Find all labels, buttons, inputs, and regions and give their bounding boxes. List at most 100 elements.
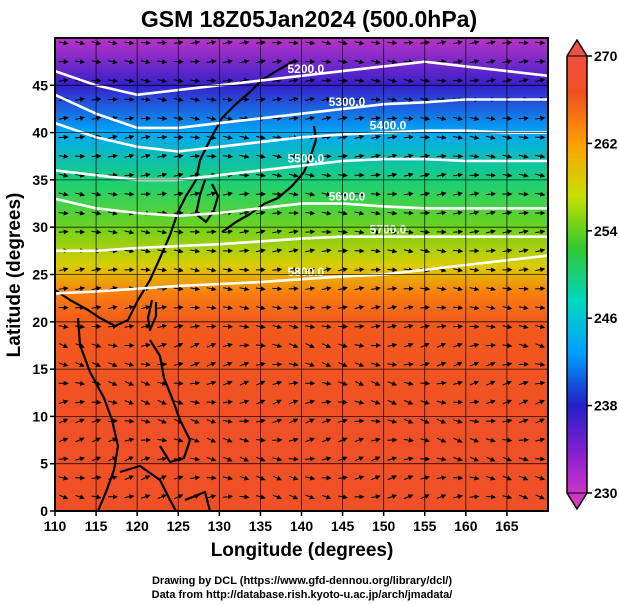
wind-vector [535, 305, 546, 311]
wind-vector [436, 40, 447, 46]
wind-vector [75, 343, 85, 348]
wind-vector [387, 286, 398, 292]
wind-vector [190, 267, 201, 273]
wind-vector [321, 305, 332, 311]
x-tick-label: 120 [125, 518, 149, 534]
wind-vector [305, 267, 316, 273]
wind-vector [124, 78, 135, 84]
wind-vector [206, 134, 217, 140]
wind-vector [239, 248, 250, 254]
wind-vector [321, 456, 332, 462]
wind-vector [469, 78, 480, 84]
wind-vector [321, 59, 332, 65]
wind-vector [75, 494, 85, 500]
wind-vector [206, 380, 217, 386]
wind-vector [288, 380, 299, 386]
wind-vector [535, 361, 546, 367]
wind-vector [140, 40, 151, 46]
wind-vector [272, 305, 283, 311]
wind-vector [354, 437, 365, 443]
wind-vector [518, 343, 529, 348]
wind-vector [321, 210, 332, 216]
wind-vector [485, 153, 496, 159]
wind-vector [206, 437, 217, 443]
wind-vector [239, 437, 250, 443]
wind-vector [58, 78, 69, 83]
wind-vector [223, 437, 233, 443]
wind-vector [387, 399, 397, 405]
wind-vector [321, 134, 332, 140]
wind-vector [124, 229, 135, 235]
wind-vector [469, 494, 480, 500]
wind-vector [272, 172, 283, 178]
wind-vector [486, 437, 496, 443]
wind-vector [518, 210, 529, 216]
x-tick-label: 140 [290, 518, 314, 534]
wind-vector [403, 342, 414, 348]
wind-vector [272, 96, 283, 102]
wind-vector [272, 153, 283, 159]
wind-vector [206, 342, 217, 348]
wind-vector [321, 115, 332, 121]
wind-vector [223, 305, 233, 311]
wind-vector [371, 475, 381, 481]
wind-vector [387, 59, 398, 65]
wind-vector [354, 78, 365, 84]
wind-vector [321, 437, 332, 443]
wind-vector [58, 475, 69, 481]
wind-vector [535, 229, 546, 235]
y-tick-label: 15 [32, 361, 48, 377]
wind-vector [305, 362, 315, 367]
wind-vector [535, 40, 546, 46]
wind-vector [140, 59, 151, 65]
wind-vector [239, 286, 250, 292]
wind-vector [288, 78, 299, 83]
wind-vector [305, 399, 315, 405]
wind-vector [272, 78, 283, 83]
colorbar-tick-label: 262 [594, 135, 618, 151]
wind-vector [124, 115, 135, 121]
wind-vector [321, 191, 332, 197]
wind-vector [206, 191, 217, 197]
wind-vector [206, 40, 217, 46]
wind-vector [75, 324, 86, 330]
wind-vector [518, 59, 529, 65]
wind-vector [436, 437, 447, 443]
wind-vector [140, 342, 151, 348]
wind-vector [535, 343, 545, 348]
wind-vector [305, 115, 316, 121]
wind-vector [436, 342, 447, 348]
wind-vector [58, 324, 69, 330]
wind-vector [354, 153, 365, 159]
wind-vector [485, 494, 496, 500]
wind-vector [453, 324, 464, 329]
wind-vector [58, 494, 69, 500]
wind-vector [453, 210, 463, 216]
wind-vector [272, 191, 283, 197]
wind-vector [157, 134, 168, 140]
wind-vector [75, 40, 86, 46]
wind-vector [485, 248, 496, 254]
wind-vector [403, 361, 414, 367]
wind-vector [486, 380, 496, 386]
wind-vector [403, 248, 414, 254]
wind-vector [157, 248, 168, 254]
wind-vector [272, 380, 283, 386]
wind-vector [75, 305, 86, 311]
wind-vector [321, 267, 332, 273]
wind-vector [453, 494, 463, 500]
wind-vector [288, 399, 299, 405]
wind-vector [272, 437, 283, 443]
wind-vector [370, 437, 381, 443]
wind-vector [305, 229, 316, 235]
wind-vector [518, 229, 529, 235]
wind-vector [321, 78, 332, 84]
y-tick-label: 10 [32, 408, 48, 424]
wind-vector [485, 267, 496, 273]
wind-vector [288, 191, 299, 197]
wind-vector [223, 40, 233, 46]
wind-vector [58, 343, 69, 348]
wind-vector [124, 172, 135, 178]
y-tick-label: 30 [32, 219, 48, 235]
wind-vector [223, 418, 233, 424]
